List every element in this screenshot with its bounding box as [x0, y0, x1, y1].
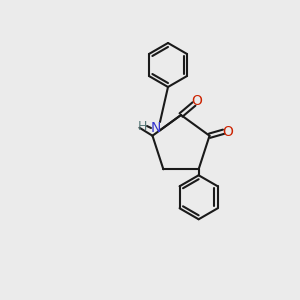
Text: N: N [151, 121, 161, 135]
Text: O: O [192, 94, 203, 108]
Text: O: O [222, 125, 233, 139]
Text: H: H [137, 119, 147, 133]
